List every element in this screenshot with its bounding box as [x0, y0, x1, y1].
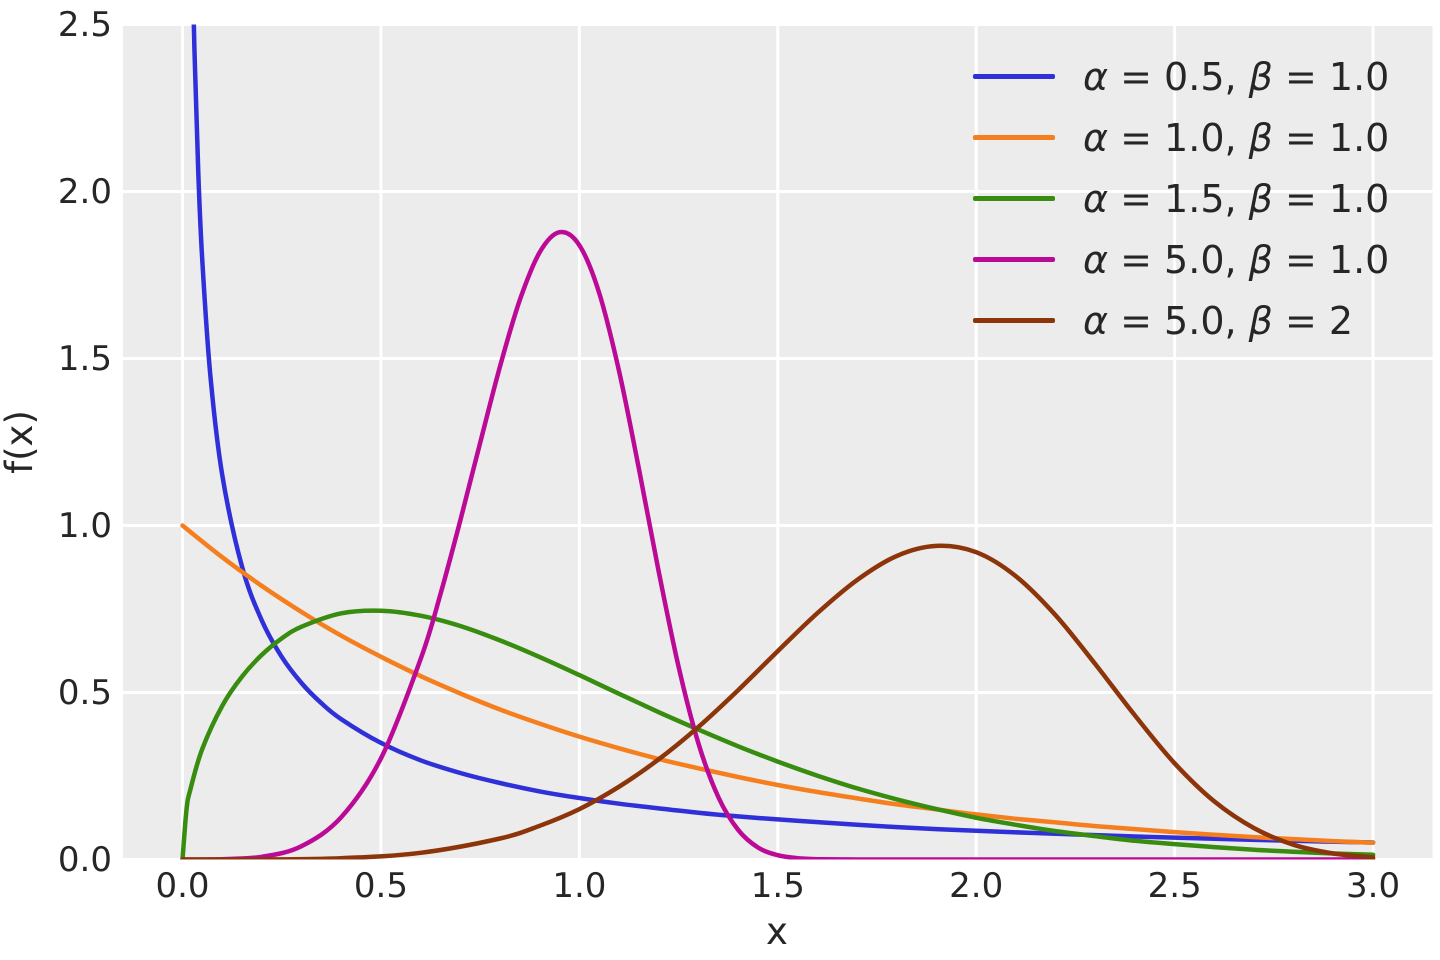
curve-series-1 [180, 523, 1376, 846]
x-tick-label: 1.0 [552, 866, 607, 906]
curve-series-2 [180, 608, 1376, 860]
x-tick-label: 3.0 [1346, 866, 1401, 906]
x-tick-label: 1.5 [750, 866, 805, 906]
legend-line-swatch [973, 135, 1055, 140]
legend-entry: α = 5.0, β = 1.0 [973, 229, 1389, 290]
legend-line-swatch [973, 74, 1055, 79]
x-tick-label: 0.0 [155, 866, 210, 906]
curve-series-3 [180, 229, 1376, 860]
legend-label: α = 5.0, β = 2 [1083, 298, 1354, 343]
legend-label: α = 5.0, β = 1.0 [1083, 237, 1390, 282]
legend-entry: α = 5.0, β = 2 [973, 290, 1389, 351]
legend-label: α = 0.5, β = 1.0 [1083, 54, 1390, 99]
curve-series-4 [180, 543, 1376, 860]
legend-label: α = 1.5, β = 1.0 [1083, 176, 1390, 221]
legend: α = 0.5, β = 1.0 α = 1.0, β = 1.0 α = 1.5,… [973, 46, 1389, 351]
legend-entry: α = 0.5, β = 1.0 [973, 46, 1389, 107]
x-tick-label: 2.0 [949, 866, 1004, 906]
y-tick-label: 0.0 [57, 839, 112, 880]
curve-series-0 [191, 24, 1376, 845]
y-axis-title: f(x) [0, 410, 41, 474]
y-tick-label: 1.0 [57, 505, 112, 546]
legend-entry: α = 1.5, β = 1.0 [973, 168, 1389, 229]
x-tick-label: 0.5 [353, 866, 408, 906]
legend-line-swatch [973, 196, 1055, 201]
x-tick-label: 2.5 [1147, 866, 1202, 906]
y-tick-label: 2.0 [57, 171, 112, 212]
legend-line-swatch [973, 318, 1055, 323]
legend-line-swatch [973, 257, 1055, 262]
y-tick-label: 2.5 [57, 4, 112, 45]
y-tick-label: 0.5 [57, 672, 112, 713]
curves [180, 24, 1376, 860]
legend-entry: α = 1.0, β = 1.0 [973, 107, 1389, 168]
x-axis-title: x [766, 910, 788, 953]
y-tick-label: 1.5 [57, 338, 112, 379]
legend-label: α = 1.0, β = 1.0 [1083, 115, 1390, 160]
